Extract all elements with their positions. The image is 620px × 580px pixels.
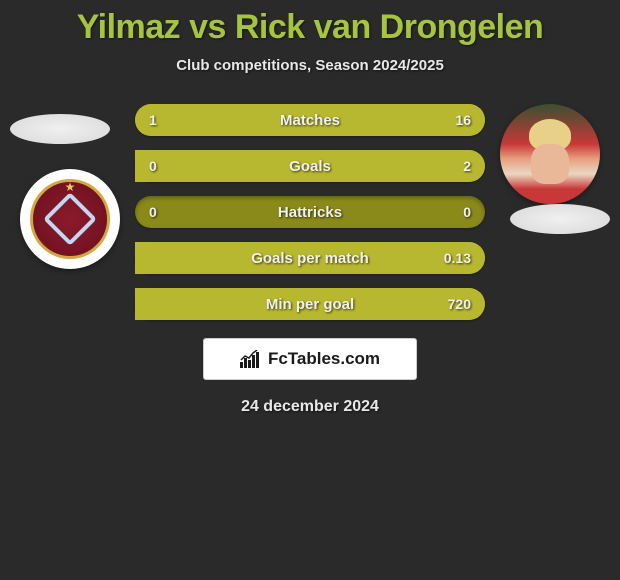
stat-rows: 1 Matches 16 0 Goals 2 0 Hattricks 0 Goals per ma… (135, 104, 485, 320)
stat-value-right: 720 (448, 296, 471, 312)
branding-badge[interactable]: FcTables.com (203, 338, 417, 380)
stat-row: 0 Goals 2 (135, 150, 485, 182)
brand-text: FcTables.com (268, 349, 380, 369)
chart-icon (240, 350, 262, 368)
club-badge-icon (30, 179, 110, 259)
stat-label: Hattricks (278, 204, 342, 221)
stat-label: Goals per match (251, 250, 369, 267)
stat-value-left: 0 (149, 158, 157, 174)
stat-row: 0 Hattricks 0 (135, 196, 485, 228)
stat-value-right: 2 (463, 158, 471, 174)
stat-label: Goals (289, 158, 331, 175)
stat-value-right: 0.13 (444, 250, 471, 266)
stat-value-left: 0 (149, 204, 157, 220)
stat-label: Matches (280, 112, 340, 129)
avatar-shadow-right (510, 204, 610, 234)
comparison-card: Yilmaz vs Rick van Drongelen Club compet… (0, 0, 620, 580)
player-photo (500, 104, 600, 204)
stat-value-left: 1 (149, 112, 157, 128)
player-avatar-right (500, 104, 600, 204)
stats-area: 1 Matches 16 0 Goals 2 0 Hattricks 0 Goals per ma… (0, 104, 620, 320)
stat-label: Min per goal (266, 296, 354, 313)
subtitle: Club competitions, Season 2024/2025 (0, 57, 620, 74)
page-title: Yilmaz vs Rick van Drongelen (0, 8, 620, 47)
player-avatar-left (20, 169, 120, 269)
date-text: 24 december 2024 (0, 398, 620, 416)
stat-row: 1 Matches 16 (135, 104, 485, 136)
stat-value-right: 16 (455, 112, 471, 128)
stat-value-right: 0 (463, 204, 471, 220)
stat-row: Goals per match 0.13 (135, 242, 485, 274)
avatar-shadow-left (10, 114, 110, 144)
stat-row: Min per goal 720 (135, 288, 485, 320)
